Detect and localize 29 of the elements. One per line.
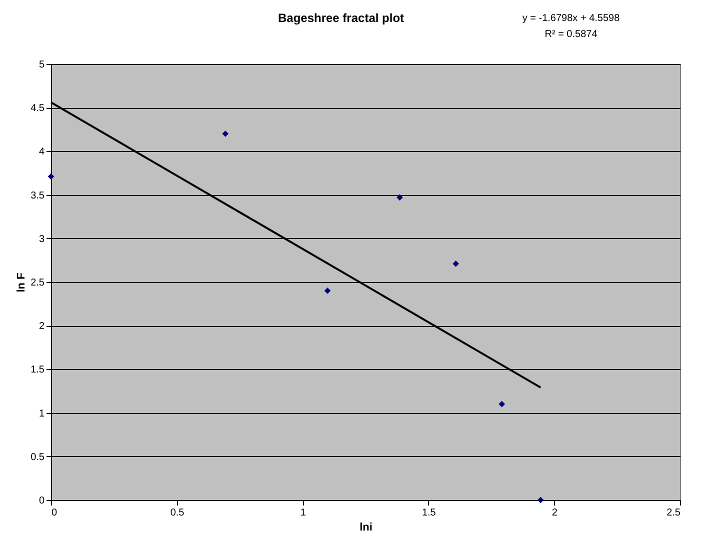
y-tick-label: 0 — [38, 496, 45, 506]
text: y = -1.6798x + 4.5598 — [522, 13, 620, 24]
point — [48, 173, 54, 180]
point — [452, 260, 459, 267]
y-tick-label: 1 — [38, 408, 45, 420]
y-tick-label: 3 — [38, 234, 45, 245]
y-tick-label: 5 — [38, 60, 45, 70]
point — [222, 130, 229, 137]
y-tick-label: 1.5 — [30, 364, 45, 376]
x-tick-label: 1 — [300, 508, 306, 518]
point — [537, 496, 544, 504]
y-tick-label: 4.5 — [30, 103, 45, 114]
x-tick-label: 0 — [52, 508, 58, 518]
point — [396, 194, 403, 201]
chart-title: Bageshree fractal plot — [278, 11, 404, 25]
point — [498, 400, 506, 408]
point — [324, 288, 331, 294]
y-axis-title: ln F — [16, 272, 28, 292]
y-tick-label: 0.5 — [30, 452, 45, 463]
y-tick-label: 2 — [38, 321, 45, 332]
y-tick-label: 4 — [38, 146, 45, 158]
x-axis-title: lni — [360, 522, 372, 534]
y-tick-label: 2.5 — [30, 278, 45, 288]
text: R² = 0.5874 — [544, 29, 598, 40]
y-tick-label: 3.5 — [30, 190, 45, 202]
x-tick-label: 1.5 — [422, 508, 436, 518]
x-tick-label: 2.5 — [666, 508, 681, 518]
x-tick-label: 0.5 — [170, 508, 185, 518]
x-tick-label: 2 — [552, 508, 558, 518]
